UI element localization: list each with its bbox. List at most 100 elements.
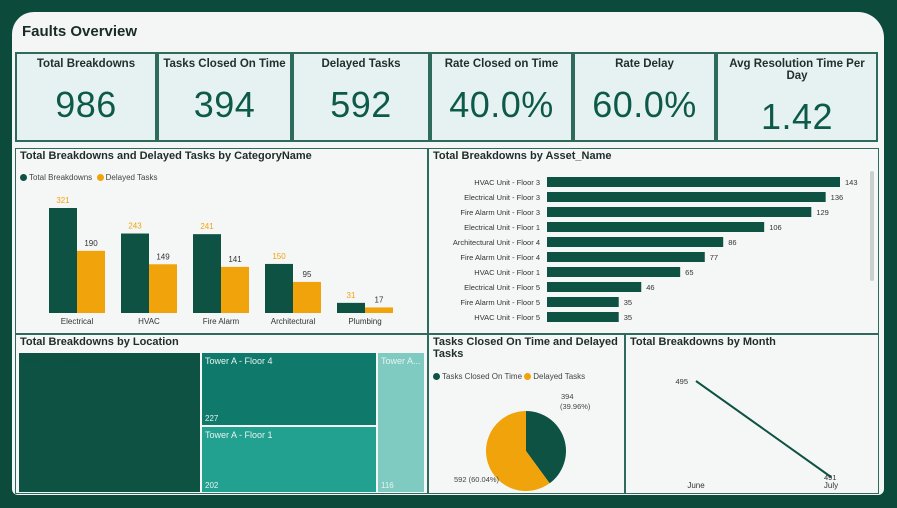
treemap-tile-other[interactable]: Tower A... 116: [377, 352, 425, 493]
kpi-rate-closed-on-time[interactable]: Rate Closed on Time 40.0%: [430, 52, 573, 142]
bar-data-label: 149: [156, 252, 170, 261]
asset-data-label: 86: [728, 238, 736, 247]
asset-data-label: 77: [710, 253, 718, 262]
bar-data-label: 243: [128, 222, 142, 231]
closure-pie-chart: 394(39.96%) 592 (60.04%): [454, 392, 591, 491]
category-chart-legend: Total Breakdowns Delayed Tasks: [20, 173, 158, 182]
legend-dot-delayed: [524, 373, 532, 380]
closure-pie-panel[interactable]: Tasks Closed On Time and Delayed Tasks Ta…: [428, 334, 625, 494]
asset-data-label: 143: [845, 178, 858, 187]
asset-chart-scrollbar[interactable]: [870, 171, 874, 281]
treemap-tile-value: 116: [381, 481, 394, 490]
asset-tick-label: HVAC Unit - Floor 5: [474, 313, 540, 322]
bar-delayed: [221, 266, 249, 313]
asset-bar: [547, 192, 826, 202]
category-tick-label: HVAC: [138, 317, 160, 326]
treemap-tile-floor-3[interactable]: Tower A - Floor 3: [18, 352, 201, 493]
bar-data-label: 31: [347, 291, 356, 300]
location-treemap-panel[interactable]: Total Breakdowns by Location Tower A - F…: [15, 334, 428, 494]
bar-total: [193, 234, 221, 313]
asset-bar: [547, 312, 619, 322]
legend-label-total: Total Breakdowns: [29, 173, 93, 182]
month-line-series: [695, 380, 832, 478]
kpi-rate-delay[interactable]: Rate Delay 60.0%: [573, 52, 716, 142]
pie-slice-delayed: [486, 411, 550, 491]
asset-tick-label: Fire Alarm Unit - Floor 4: [460, 253, 540, 262]
asset-bar: [547, 267, 681, 277]
legend-label-delayed: Delayed Tasks: [533, 372, 586, 381]
kpi-label: Total Breakdowns: [36, 58, 136, 70]
bar-data-label: 241: [200, 222, 214, 231]
month-line-chart: 495 491 June July: [675, 377, 838, 490]
treemap-tile-value: 227: [205, 414, 219, 423]
asset-tick-label: Electrical Unit - Floor 1: [464, 223, 540, 232]
location-treemap-title: Total Breakdowns by Location: [20, 336, 179, 348]
treemap-tile-floor-4[interactable]: Tower A - Floor 4 227: [201, 352, 377, 426]
kpi-value: 986: [55, 84, 117, 125]
category-chart-panel[interactable]: Total Breakdowns and Delayed Tasks by Ca…: [15, 148, 428, 334]
month-line-panel[interactable]: Total Breakdowns by Month 495 491 June July: [625, 334, 879, 494]
asset-chart-panel[interactable]: Total Breakdowns by Asset_Name HVAC Unit…: [428, 148, 879, 334]
closure-pie-legend: Tasks Closed On Time Delayed Tasks: [433, 372, 585, 381]
treemap-tile-label: Tower A - Floor 3: [22, 356, 90, 366]
category-tick-label: Fire Alarm: [203, 317, 240, 326]
legend-label-delayed: Delayed Tasks: [105, 173, 158, 182]
kpi-tasks-closed-on-time[interactable]: Tasks Closed On Time 394: [157, 52, 292, 142]
asset-bar: [547, 237, 724, 247]
treemap-tile-value: 202: [205, 481, 219, 490]
bar-total: [337, 302, 365, 313]
asset-tick-label: Electrical Unit - Floor 3: [464, 193, 540, 202]
asset-chart-title: Total Breakdowns by Asset_Name: [433, 150, 612, 162]
asset-tick-label: HVAC Unit - Floor 1: [474, 268, 540, 277]
asset-tick-label: Fire Alarm Unit - Floor 5: [460, 298, 540, 307]
bar-delayed: [365, 307, 393, 313]
asset-data-label: 35: [624, 298, 632, 307]
treemap-tile-floor-1[interactable]: Tower A - Floor 1 202: [201, 426, 377, 493]
treemap-tile-label: Tower A - Floor 4: [205, 356, 273, 366]
asset-data-label: 46: [646, 283, 654, 292]
month-line-title: Total Breakdowns by Month: [630, 336, 776, 348]
bar-total: [121, 233, 149, 313]
asset-tick-label: Architectural Unit - Floor 4: [453, 238, 540, 247]
bar-data-label: 321: [56, 196, 70, 205]
treemap-tile-label: Tower A...: [381, 356, 421, 366]
bar-data-label: 150: [272, 252, 286, 261]
kpi-avg-resolution-time[interactable]: Avg Resolution Time Per Day 1.42: [716, 52, 878, 142]
asset-data-label: 136: [831, 193, 844, 202]
bar-total: [265, 263, 293, 313]
kpi-value: 40.0%: [449, 84, 554, 125]
kpi-label: Delayed Tasks: [321, 58, 401, 70]
asset-tick-label: Fire Alarm Unit - Floor 3: [460, 208, 540, 217]
bar-delayed: [77, 250, 105, 313]
month-tick-label: July: [824, 481, 838, 490]
kpi-total-breakdowns[interactable]: Total Breakdowns 986: [15, 52, 157, 142]
pie-slice-closed: [526, 411, 566, 484]
asset-bar-chart: HVAC Unit - Floor 3 143 Electrical Unit - …: [453, 177, 858, 322]
asset-tick-label: Electrical Unit - Floor 5: [464, 283, 540, 292]
kpi-value: 394: [193, 84, 256, 125]
dashboard-frame: Faults Overview Total Breakdowns 986 Tas…: [12, 12, 884, 495]
kpi-label: Avg Resolution Time Per Day: [729, 58, 865, 82]
asset-tick-label: HVAC Unit - Floor 3: [474, 178, 540, 187]
asset-data-label: 65: [685, 268, 693, 277]
kpi-label: Rate Delay: [615, 58, 674, 70]
pie-label-closed: 394: [561, 392, 574, 401]
asset-data-label: 129: [816, 208, 829, 217]
asset-bar: [547, 282, 642, 292]
kpi-value: 1.42: [760, 96, 834, 137]
category-tick-label: Electrical: [61, 317, 94, 326]
month-tick-label: June: [687, 481, 705, 490]
asset-bar: [547, 207, 812, 217]
kpi-delayed-tasks[interactable]: Delayed Tasks 592: [292, 52, 430, 142]
treemap-tile-label: Tower A - Floor 1: [205, 430, 273, 440]
bar-data-label: 190: [84, 239, 98, 248]
asset-bar: [547, 297, 619, 307]
pie-label-closed-pct: (39.96%): [560, 402, 591, 411]
legend-dot-closed: [433, 373, 440, 380]
bar-data-label: 95: [303, 270, 312, 279]
asset-bar: [547, 177, 840, 187]
legend-label-closed: Tasks Closed On Time: [442, 372, 523, 381]
asset-data-label: 35: [624, 313, 632, 322]
category-bar-chart: 321 190 Electrical 243 149 HVAC 241 141 Fire Ala…: [49, 196, 393, 326]
bar-data-label: 17: [375, 295, 384, 304]
